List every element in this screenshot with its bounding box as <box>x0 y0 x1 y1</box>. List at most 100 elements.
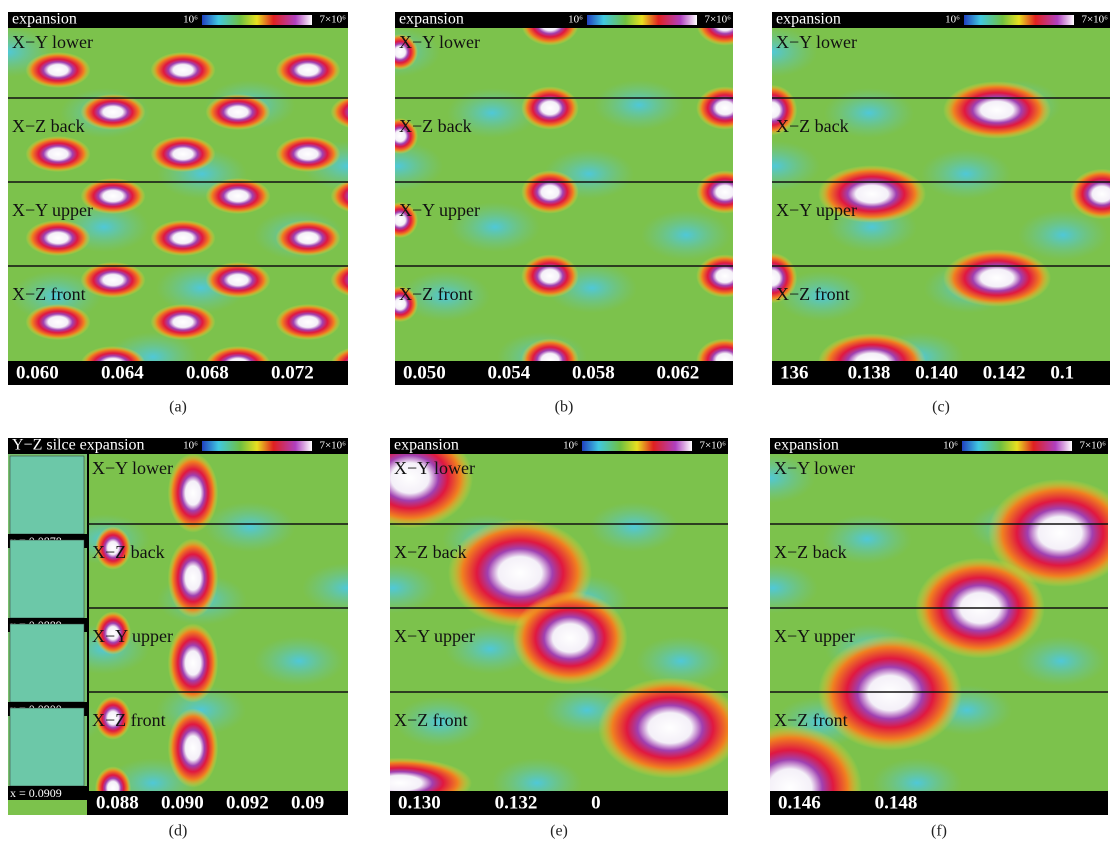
colorbar-min: 10⁶ <box>563 440 578 452</box>
hot-region <box>818 635 962 750</box>
section-label: X−Y upper <box>394 626 475 646</box>
section-label: X−Y lower <box>394 458 475 478</box>
colorbar-min: 10⁶ <box>183 14 198 26</box>
x-tick-label: 0.068 <box>186 362 229 383</box>
section-label: X−Z front <box>774 710 848 730</box>
section-label: X−Z front <box>12 284 86 304</box>
section-label: X−Z back <box>394 542 467 562</box>
hot-region <box>276 304 341 340</box>
panel: x = 0.0878x = 0.0889x = 0.0900x = 0.0909… <box>0 437 392 815</box>
section-label: X−Y lower <box>399 32 480 52</box>
section-label: X−Y lower <box>92 458 173 478</box>
cool-region <box>302 563 392 613</box>
hot-region <box>26 220 91 256</box>
x-tick-label: 0.088 <box>96 792 139 813</box>
section-label: X−Y upper <box>776 200 857 220</box>
cool-region <box>589 502 679 552</box>
hot-region <box>521 170 579 213</box>
x-tick-label: 0.142 <box>983 362 1026 383</box>
section-label: X−Z front <box>399 284 473 304</box>
colorbar <box>964 15 1074 25</box>
panel-body: X−Y lower X−Z back X−Y upper X−Z front expan… <box>0 11 395 385</box>
x-tick-label: 0 <box>591 792 601 813</box>
panel-body: X−Y lowerX−Z backX−Y upperX−Z frontexpan… <box>727 11 1115 391</box>
hot-region <box>943 249 1051 307</box>
x-tick-label: 0.09 <box>291 792 324 813</box>
x-tick-label: 0.1 <box>1050 362 1074 383</box>
hot-region <box>276 220 341 256</box>
x-tick-label: 0.092 <box>226 792 269 813</box>
x-tick-label: 0.132 <box>495 792 538 813</box>
panel-caption: (b) <box>555 399 574 416</box>
hot-region <box>696 254 754 297</box>
figure: X−Y lower X−Z back X−Y upper X−Z front expan… <box>0 0 1115 845</box>
x-tick-label: 0.064 <box>101 362 144 383</box>
hot-region <box>26 136 91 172</box>
hot-region <box>168 538 218 617</box>
panel-title: expansion <box>12 11 77 28</box>
section-label: X−Y lower <box>776 32 857 52</box>
panel: X−Y lower X−Z back X−Y upper X−Z front expan… <box>0 11 395 385</box>
hot-region <box>81 262 146 298</box>
panel: X−Y lowerX−Z backX−Y upperX−Z frontexpan… <box>350 2 754 406</box>
section-label: X−Y lower <box>12 32 93 52</box>
x-tick-label: 0.054 <box>488 362 531 383</box>
panel-body: x = 0.0878x = 0.0889x = 0.0900x = 0.0909… <box>0 437 392 815</box>
x-tick-label: 0.146 <box>778 792 821 813</box>
x-tick-label: 0.072 <box>271 362 314 383</box>
colorbar-max: 7×10⁶ <box>699 440 726 452</box>
section-label: X−Y lower <box>774 458 855 478</box>
section-label: X−Y upper <box>12 200 93 220</box>
section-label: X−Z front <box>394 710 468 730</box>
panel-caption: (e) <box>550 823 568 840</box>
x-tick-label: 0.148 <box>875 792 918 813</box>
x-tick-label: 0.050 <box>403 362 446 383</box>
colorbar <box>582 441 692 451</box>
hot-region <box>521 254 579 297</box>
hot-region <box>512 591 627 685</box>
slice-panel <box>10 456 84 534</box>
hot-region <box>331 262 396 298</box>
section-label: X−Z back <box>776 116 849 136</box>
cool-region <box>728 563 818 613</box>
hot-region <box>206 262 271 298</box>
panel-title: expansion <box>774 437 839 454</box>
colorbar-min: 10⁶ <box>943 440 958 452</box>
section-label: X−Z front <box>92 710 166 730</box>
panel-title: expansion <box>394 437 459 454</box>
colorbar-max: 7×10⁶ <box>319 14 346 26</box>
hot-region <box>151 136 216 172</box>
section-label: X−Z back <box>12 116 85 136</box>
panel-caption: (d) <box>169 823 188 840</box>
hot-region <box>168 708 218 787</box>
section-label: X−Z back <box>774 542 847 562</box>
colorbar-max: 7×10⁶ <box>1079 440 1106 452</box>
panel-body: X−Y lower X−Z back X−Y upper X−Z front expan… <box>328 428 742 815</box>
panel-caption: (f) <box>931 823 947 840</box>
hot-region <box>168 453 218 532</box>
hot-region <box>151 52 216 88</box>
panel: X−Y lower X−Z back X−Y upper X−Z front expan… <box>328 428 742 815</box>
colorbar-max: 7×10⁶ <box>319 440 346 452</box>
hot-region <box>206 178 271 214</box>
x-tick-label: 0.138 <box>848 362 891 383</box>
hot-region <box>331 94 396 130</box>
panel-title: expansion <box>399 11 464 28</box>
x-tick-label: 0.060 <box>16 362 59 383</box>
x-tick-label: 136 <box>780 362 809 383</box>
slice-panel <box>10 624 84 702</box>
colorbar-max: 7×10⁶ <box>704 14 731 26</box>
cool-region <box>254 636 344 686</box>
colorbar-max: 7×10⁶ <box>1081 14 1108 26</box>
panel-caption: (a) <box>169 399 187 416</box>
colorbar <box>202 15 312 25</box>
colorbar <box>962 441 1072 451</box>
hot-region <box>26 304 91 340</box>
hot-region <box>81 94 146 130</box>
hot-region <box>276 136 341 172</box>
hot-region <box>26 52 91 88</box>
hot-region <box>696 86 754 129</box>
slice-label: x = 0.0909 <box>10 786 62 800</box>
